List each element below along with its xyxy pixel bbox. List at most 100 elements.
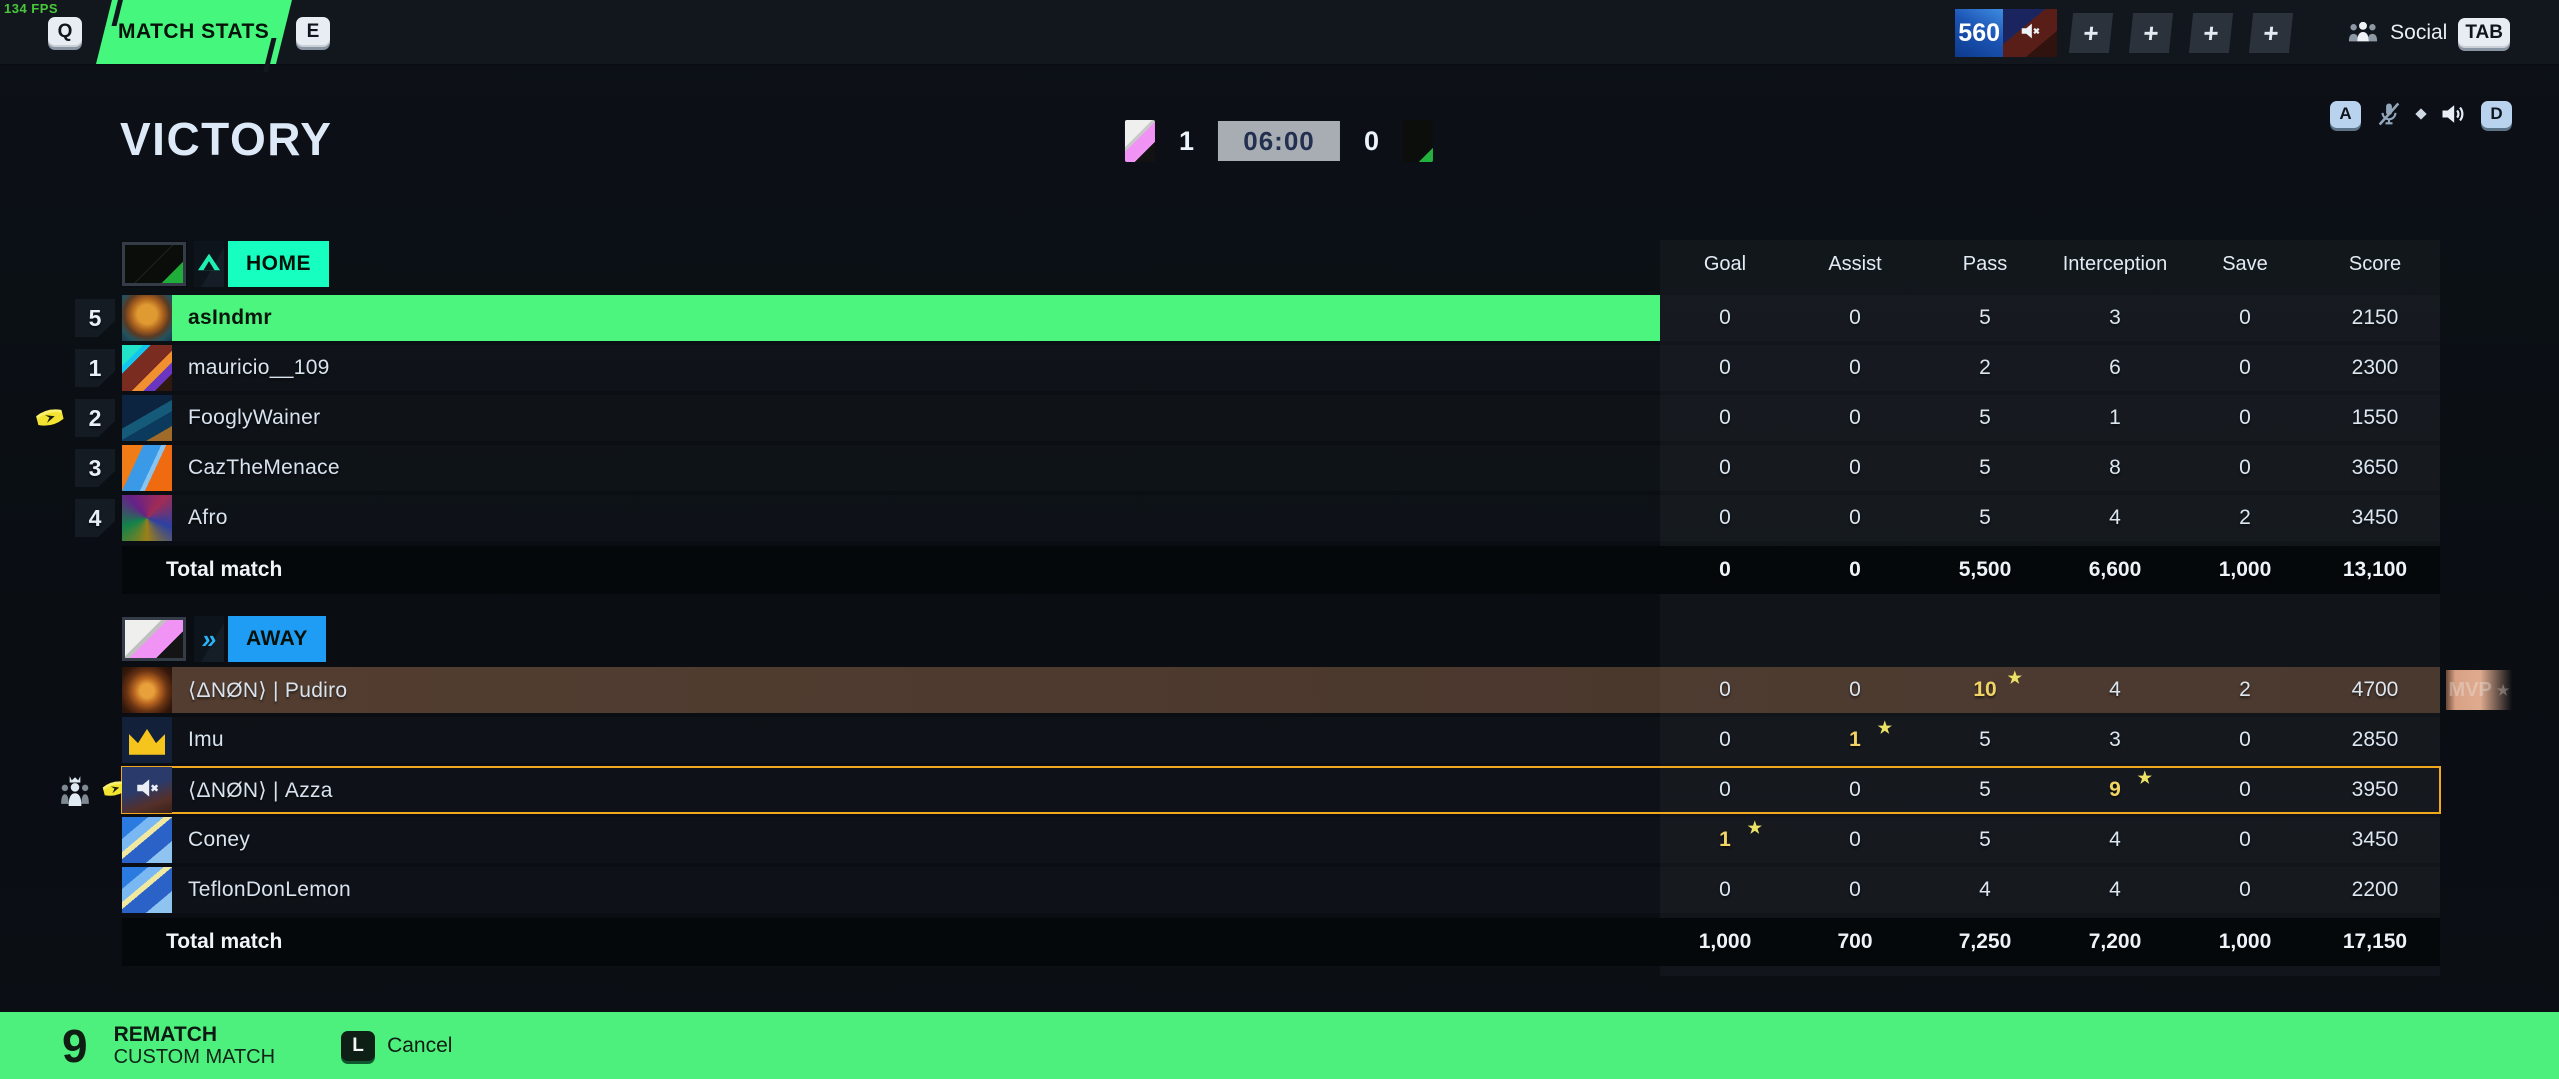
stat-pass: 5 <box>1979 728 1991 751</box>
add-player-button[interactable]: + <box>2069 13 2114 53</box>
add-player-button[interactable]: + <box>2249 13 2294 53</box>
stat-save: 0 <box>2239 778 2251 801</box>
stat-score: 2300 <box>2351 356 2399 379</box>
social-button[interactable]: Social TAB <box>2347 18 2510 48</box>
stat-interception: 4 <box>2109 878 2121 901</box>
stat-goal: 0 <box>1719 878 1731 901</box>
stat-interception: 1 <box>2109 406 2121 429</box>
muted-speaker-icon <box>134 775 160 806</box>
avatar <box>122 295 172 341</box>
column-header-interception: Interception <box>2062 252 2168 275</box>
keyhint-q: Q <box>48 17 82 47</box>
total-pass: 5,500 <box>1958 558 2012 581</box>
stat-goal: 0 <box>1719 456 1731 479</box>
player-name: Imu <box>188 728 224 751</box>
player-name: ⟨ΔNØN⟩ | Azza <box>188 778 333 802</box>
cancel-button[interactable]: Cancel <box>387 1033 453 1057</box>
away-team-badge: » <box>194 616 224 662</box>
column-header-pass: Pass <box>1962 252 2008 275</box>
rematch-button[interactable]: REMATCH CUSTOM MATCH <box>114 1023 275 1068</box>
best-stat-star-icon: ★ <box>1747 820 1762 837</box>
player-stats: 0 0 5 1 0 1550 <box>1660 395 2440 441</box>
stat-interception: 3 <box>2109 306 2121 329</box>
column-header-save: Save <box>2222 252 2268 275</box>
stat-pass: 4 <box>1979 878 1991 901</box>
best-stat-star-icon: ★ <box>1877 720 1892 737</box>
stat-interception-best: 9 ★ <box>2050 767 2180 813</box>
player-stats: 0 0 5 9 ★ 0 3950 <box>1660 767 2440 813</box>
column-headers: Goal Assist Pass Interception Save Score <box>1660 240 2440 288</box>
avatar <box>122 345 172 391</box>
player-row-Coney[interactable]: Coney 1 ★ 0 5 4 0 3450 <box>122 817 2440 863</box>
fps-counter: 134 FPS <box>4 1 59 16</box>
currency-balance[interactable]: 560 <box>1955 9 2004 57</box>
total-interception: 6,600 <box>2088 558 2142 581</box>
player-stats: 0 0 5 8 0 3650 <box>1660 445 2440 491</box>
player-row-Afro[interactable]: 4 Afro 0 0 5 4 2 3450 <box>75 495 2440 541</box>
player-name: mauricio__109 <box>188 356 330 379</box>
player-row-asIndmr[interactable]: 5 asIndmr 0 0 5 3 0 2150 <box>75 295 2440 341</box>
player-name: Coney <box>188 828 251 851</box>
total-stats: 1,000 700 7,250 7,200 1,000 17,150 <box>1660 918 2440 966</box>
avatar <box>122 767 172 813</box>
mic-muted-icon[interactable] <box>2375 100 2403 128</box>
player-name: CazTheMenace <box>188 456 340 479</box>
stat-assist: 0 <box>1849 356 1861 379</box>
party-leader-icon <box>60 774 90 806</box>
stat-pass: 5 <box>1979 306 1991 329</box>
speaker-icon[interactable] <box>2439 100 2467 128</box>
stat-score: 3650 <box>2351 456 2399 479</box>
stat-pass: 5 <box>1979 406 1991 429</box>
stat-pass-best: 10 ★ <box>1920 667 2050 713</box>
player-row-Pudiro[interactable]: ⟨ΔNØN⟩ | Pudiro 0 0 10 ★ 4 2 4700 MVP ★ <box>122 667 2512 713</box>
profile-avatar[interactable] <box>2003 9 2058 57</box>
avatar <box>122 817 172 863</box>
total-score: 13,100 <box>2342 558 2408 581</box>
tab-match-stats-label: MATCH STATS <box>118 20 270 43</box>
player-name: asIndmr <box>172 295 1660 341</box>
player-row-TeflonDonLemon[interactable]: TeflonDonLemon 0 0 4 4 0 2200 <box>122 867 2440 913</box>
stat-value: 1 <box>1719 828 1731 851</box>
stat-assist: 0 <box>1849 778 1861 801</box>
player-stats: 0 0 5 3 0 2150 <box>1660 295 2440 341</box>
double-chevron-icon: » <box>201 624 217 654</box>
avatar <box>122 395 172 441</box>
total-stats: 0 0 5,500 6,600 1,000 13,100 <box>1660 546 2440 594</box>
add-player-button[interactable]: + <box>2189 13 2234 53</box>
keyhint-e: E <box>296 17 330 47</box>
stat-pass: 5 <box>1979 778 1991 801</box>
add-player-button[interactable]: + <box>2129 13 2174 53</box>
player-row-Imu[interactable]: Imu 0 1 ★ 5 3 0 2850 <box>122 717 2440 763</box>
stat-interception: 4 <box>2109 828 2121 851</box>
player-stats: 0 1 ★ 5 3 0 2850 <box>1660 717 2440 763</box>
stat-score: 3450 <box>2351 506 2399 529</box>
player-name: Afro <box>188 506 228 529</box>
mvp-star-icon: ★ <box>2496 681 2510 698</box>
stat-assist: 0 <box>1849 306 1861 329</box>
stat-goal: 0 <box>1719 306 1731 329</box>
stat-value: 9 <box>2109 778 2121 801</box>
player-row-CazTheMenace[interactable]: 3 CazTheMenace 0 0 5 8 0 3650 <box>75 445 2440 491</box>
keyhint-l: L <box>341 1030 376 1061</box>
stat-save: 0 <box>2239 728 2251 751</box>
home-team-label: HOME <box>228 241 329 287</box>
stat-score: 1550 <box>2351 406 2399 429</box>
separator-dot <box>2415 108 2427 120</box>
stat-score: 3450 <box>2351 828 2399 851</box>
total-assist: 0 <box>1849 558 1861 581</box>
stat-score: 4700 <box>2351 678 2399 701</box>
away-flag-small <box>1124 120 1155 162</box>
tab-match-stats[interactable]: MATCH STATS <box>96 0 292 64</box>
total-pass: 7,250 <box>1958 930 2012 953</box>
stat-goal-best: 1 ★ <box>1660 817 1790 863</box>
top-bar: 134 FPS Q MATCH STATS E 560 + + + + <box>0 0 2559 66</box>
player-row-Azza-self[interactable]: ⟨ΔNØN⟩ | Azza 0 0 5 9 ★ 0 3950 <box>61 766 2441 814</box>
stat-save: 0 <box>2239 828 2251 851</box>
away-score: 1 <box>1178 125 1194 156</box>
player-row-mauricio[interactable]: 1 mauricio__109 0 0 2 6 0 2300 <box>75 345 2440 391</box>
keyhint-d: D <box>2481 100 2512 128</box>
away-team-flag <box>122 617 186 661</box>
stat-save: 0 <box>2239 306 2251 329</box>
jersey-number: 2 <box>75 399 115 437</box>
player-row-FooglyWainer[interactable]: 2 FooglyWainer 0 0 5 1 0 1550 <box>36 395 2440 441</box>
